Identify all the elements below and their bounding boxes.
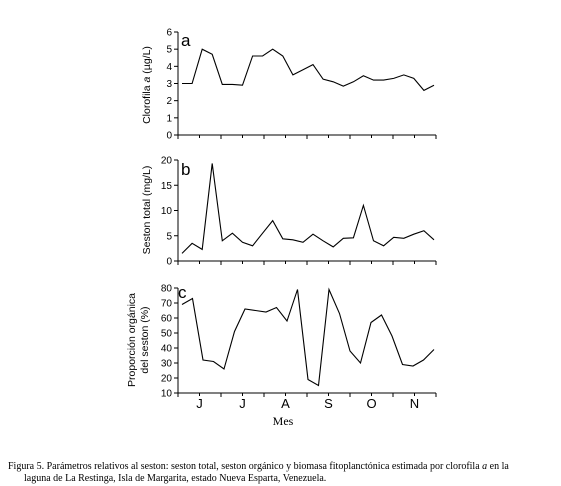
y-tick-label: 20 [161, 374, 173, 385]
month-label-5: N [410, 396, 419, 411]
panel-a-chlorophyll: Clorofila a (µg/L) a 0 1 2 3 4 5 6 [141, 28, 437, 142]
panel-c-organic-proportion: Proporción orgánica del seston (%) c 10 2… [126, 283, 437, 400]
caption-line-2: laguna de La Restinga, Isla de Margarita… [24, 473, 327, 484]
panel-b-series-line [181, 163, 435, 254]
figure-caption: Figura 5. Parámetros relativos al seston… [8, 461, 558, 485]
month-label-2: A [281, 396, 290, 411]
y-tick-label: 3 [166, 79, 172, 90]
panel-b-ylabel: Seston total (mg/L) [141, 166, 153, 255]
y-tick-label: 80 [161, 284, 173, 295]
y-tick-label: 20 [161, 156, 173, 167]
panel-b-seston-total: Seston total (mg/L) b 0 5 10 15 20 [141, 156, 437, 268]
y-tick-label: 0 [166, 257, 172, 268]
y-tick-label: 5 [166, 231, 172, 242]
y-tick-label: 10 [161, 206, 173, 217]
panel-a-letter: a [181, 31, 191, 50]
panel-c-letter: c [178, 283, 187, 302]
panel-a-ylabel: Clorofila a (µg/L) [141, 46, 153, 124]
panel-b-letter: b [181, 160, 190, 179]
y-tick-label: 5 [166, 45, 172, 56]
y-tick-label: 30 [161, 359, 173, 370]
panel-a-series-line [182, 48, 435, 92]
x-axis-label: Mes [273, 414, 294, 428]
panel-c-ylabel-line2: del seston (%) [139, 306, 151, 373]
y-tick-label: 4 [166, 62, 172, 73]
y-tick-label: 0 [166, 131, 172, 142]
y-tick-label: 60 [161, 314, 173, 325]
month-label-0: J [196, 396, 203, 411]
y-tick-label: 1 [166, 113, 172, 124]
month-label-3: S [324, 396, 333, 411]
chart-area: Clorofila a (µg/L) a 0 1 2 3 4 5 6 Seston tota… [126, 28, 437, 428]
panel-c-series-line [181, 287, 435, 387]
y-tick-label: 15 [161, 181, 173, 192]
month-label-4: O [366, 396, 376, 411]
y-tick-label: 10 [161, 389, 173, 400]
panel-c-ylabel-line1: Proporción orgánica [126, 293, 138, 387]
y-tick-label: 6 [166, 28, 172, 39]
month-label-1: J [239, 396, 246, 411]
y-tick-label: 50 [161, 329, 173, 340]
caption-line-1: Figura 5. Parámetros relativos al seston… [8, 461, 509, 472]
y-tick-label: 40 [161, 344, 173, 355]
y-tick-label: 2 [166, 96, 172, 107]
y-tick-label: 70 [161, 299, 173, 310]
